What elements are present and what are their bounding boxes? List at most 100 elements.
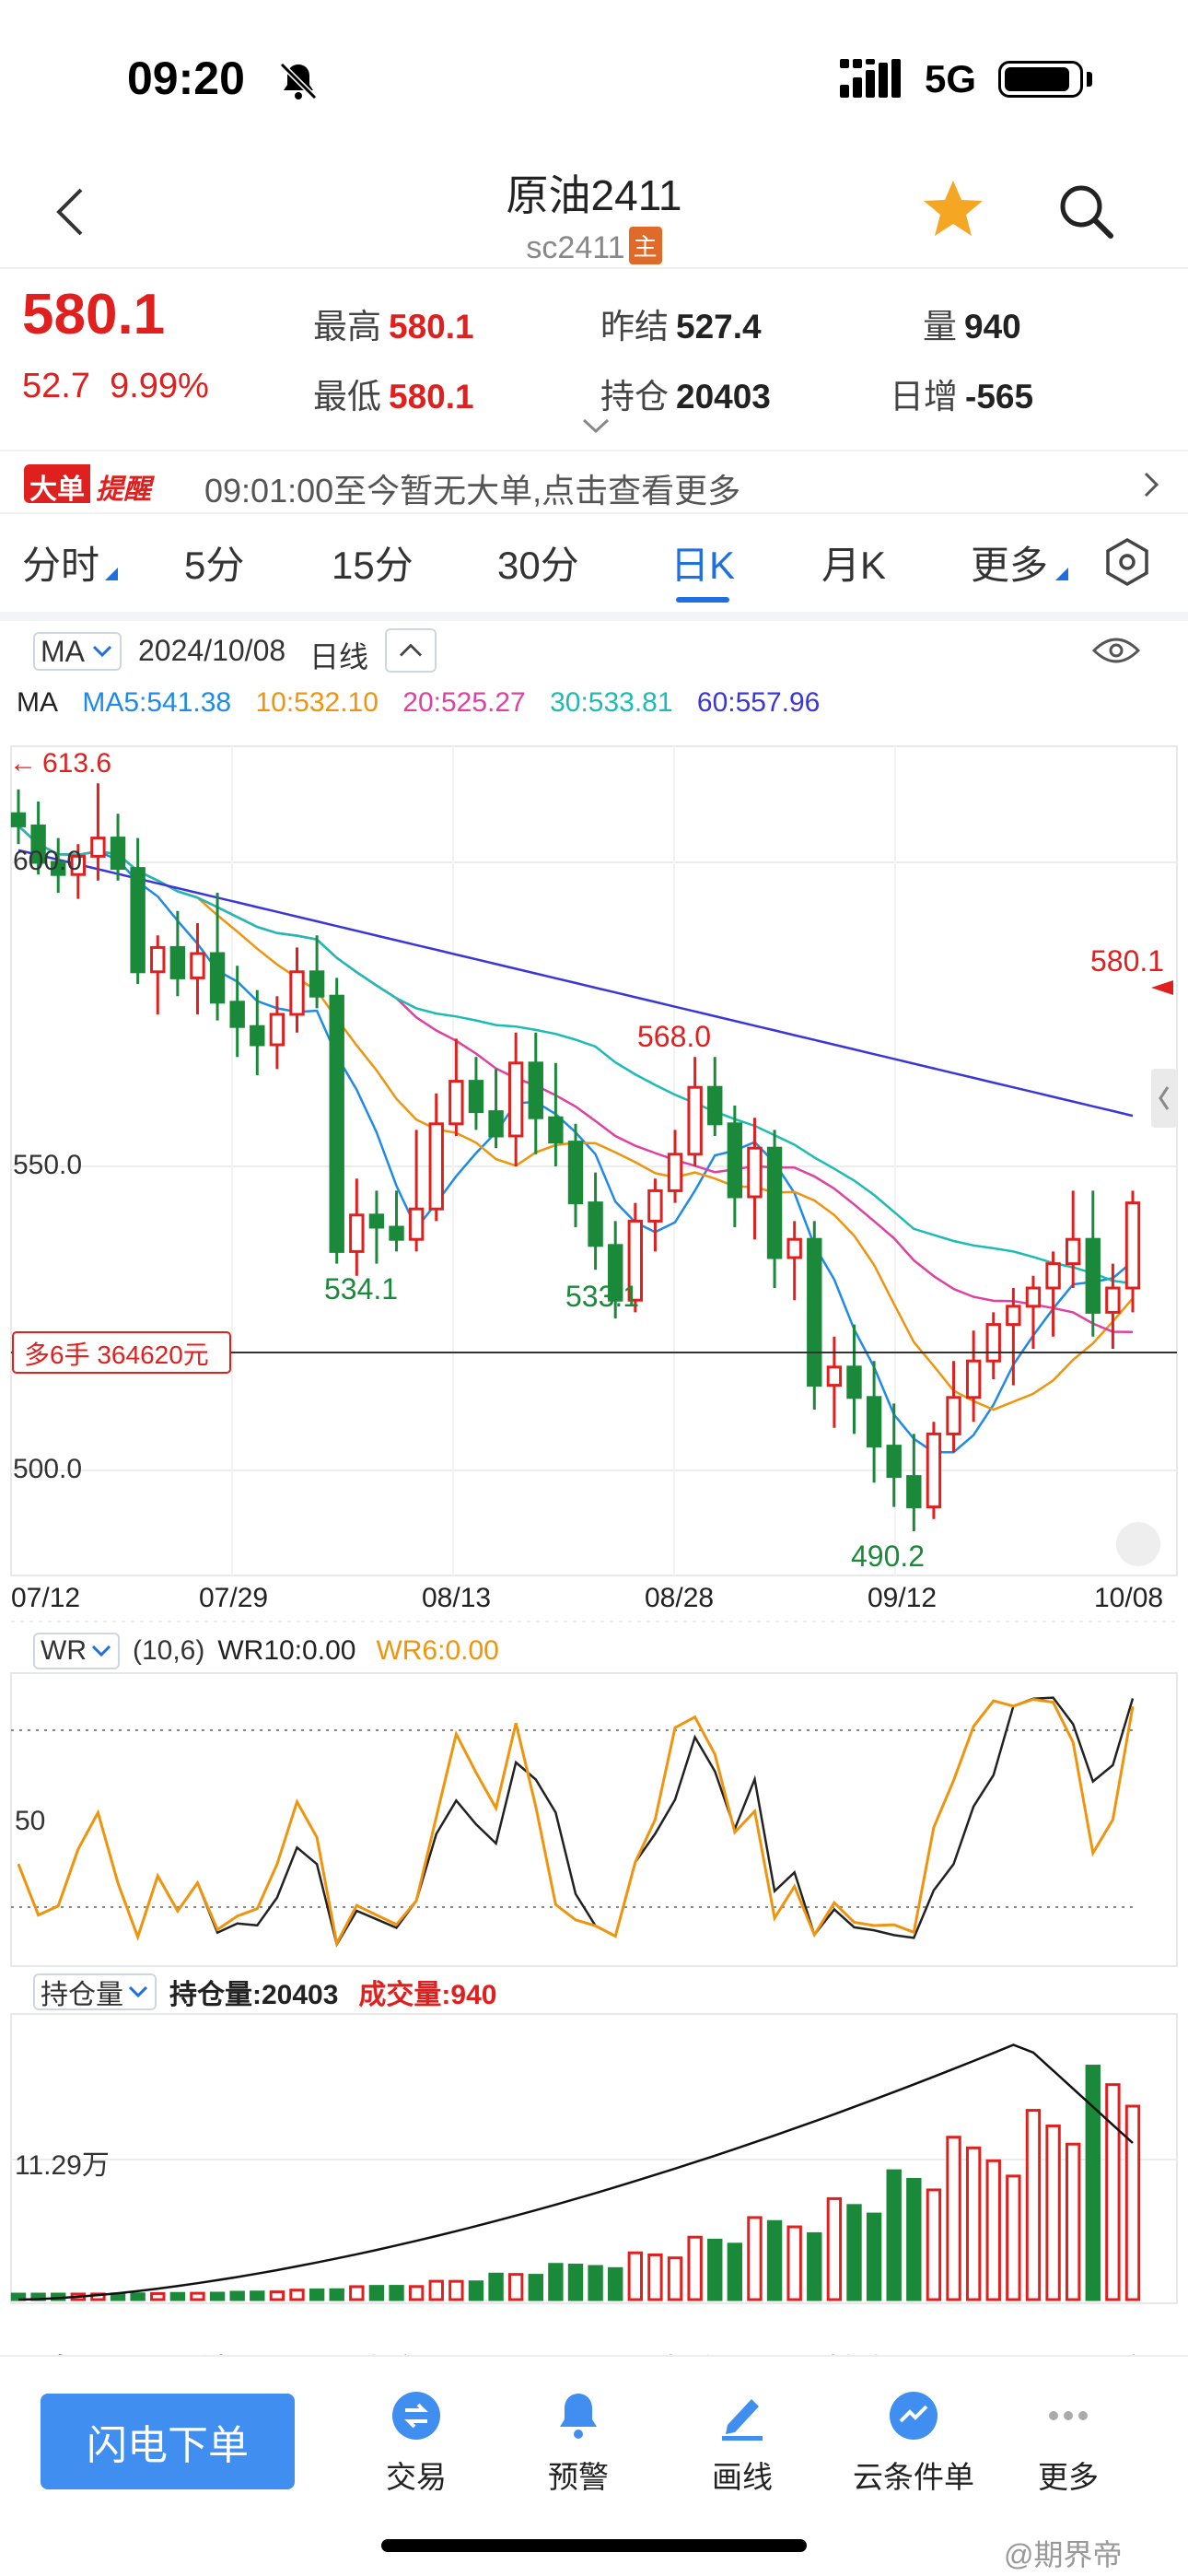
candle [169,945,186,979]
bottom-more[interactable]: 更多 [1004,2388,1133,2497]
notice-badge-a: 大单 [24,464,90,505]
candle [448,1080,464,1126]
volume-bar [190,2291,205,2301]
volume-bar [468,2280,484,2301]
wr-params: (10,6) [132,1635,205,1666]
volume-value: 940 [964,308,1021,345]
tab-5min[interactable]: 5分 [184,544,245,587]
star-icon[interactable] [921,177,985,241]
candle [965,1359,982,1399]
volume-bar [667,2256,683,2301]
candle [130,867,146,974]
vol-value: 成交量:940 [358,1980,497,2010]
eye-icon[interactable] [1092,634,1140,667]
volume-bar [448,2279,464,2301]
bottom-draw[interactable]: 画线 [678,2388,807,2497]
change-percent: 9.99% [110,367,209,405]
back-chevron-icon[interactable] [48,184,94,240]
volume-bar [965,2146,982,2301]
ma20-value: 20:525.27 [402,687,526,718]
search-icon[interactable] [1055,181,1116,241]
volume-bar [1105,2083,1121,2301]
volume-bar [926,2188,942,2301]
oi-legend: 持仓量 持仓量:20403 成交量:940 [33,1973,496,2010]
volume-bar [866,2212,882,2301]
candle [269,1013,285,1047]
candle [1065,1237,1081,1266]
wr6-line [17,1697,1135,1948]
candle [428,1122,444,1211]
tab-15min[interactable]: 15分 [332,544,413,587]
chevron-down-icon[interactable] [580,416,611,435]
bell-icon [560,2394,597,2439]
x-tick-0912: 09/12 [868,1583,937,1613]
volume-bar [389,2285,404,2301]
volume-bar [507,2273,524,2301]
wr10-value: WR10:0.00 [217,1635,356,1666]
candlestick-chart[interactable]: 多6手 364620元 600.0 550.0 500.0 ← 613.6 58… [0,719,1188,2322]
wr-indicator-select[interactable]: WR [33,1633,120,1669]
candle [548,1116,564,1144]
volume-bar [209,2291,226,2301]
wr-legend: WR (10,6) WR10:0.00 WR6:0.00 [33,1633,499,1669]
tab-more[interactable]: 更多 [971,544,1049,587]
candle [10,812,27,827]
high-item: 最高 580.1 [313,299,474,348]
ma-legend: MA MA5:541.38 10:532.10 20:525.27 30:533… [17,687,836,719]
oi-select-label: 持仓量 [41,1980,123,2010]
oi-indicator-select[interactable]: 持仓量 [33,1973,157,2010]
notice-badge: 大单 提醒 [24,464,157,505]
tab-daily-k[interactable]: 日K [670,544,736,587]
volume-bar [886,2169,902,2301]
wr-select-label: WR [41,1635,87,1666]
cloud-order-icon [890,2392,938,2440]
bell-slash-icon [279,62,318,100]
settings-hexagon-icon[interactable] [1101,536,1153,588]
status-time: 09:20 [127,53,245,104]
candle [1105,1286,1121,1314]
volume-bar [627,2251,644,2301]
candle [866,1396,882,1448]
bottom-alert[interactable]: 预警 [514,2388,643,2497]
watermark: @期界帝 [1004,2538,1123,2571]
chart-toolbar: MA 2024/10/08 日线 [0,621,1188,680]
candle [926,1432,942,1509]
main-contract-badge: 主 [628,227,662,264]
volume-bar [488,2272,504,2301]
collapse-button[interactable] [385,628,437,673]
bottom-cloud-order[interactable]: 云条件单 [840,2388,987,2497]
bottom-alert-label: 预警 [548,2460,609,2494]
volume-bar [906,2177,922,2301]
tab-30min[interactable]: 30分 [497,544,579,587]
volume-bar [1045,2124,1061,2301]
y-tick-600: 600.0 [13,846,82,876]
candle [846,1365,862,1399]
bottom-trade[interactable]: 交易 [352,2388,481,2497]
volume-bar [269,2290,285,2301]
volume-bar [1085,2065,1101,2301]
tab-monthly-k[interactable]: 月K [821,544,887,587]
candle [289,970,305,1016]
contract-code: sc2411 主 [0,227,1188,266]
big-order-notice[interactable]: 大单 提醒 09:01:00至今暂无大单,点击查看更多 [0,450,1188,514]
tab-intraday[interactable]: 分时 [22,544,100,587]
open-interest-line [17,2043,1134,2301]
candle [985,1323,1001,1363]
candle [488,1110,504,1138]
last-price-pointer [1151,980,1173,995]
candle [349,1213,365,1253]
signal-icon [840,59,901,98]
candle [190,952,205,979]
volume-bar [567,2264,584,2301]
candle [1085,1237,1101,1314]
fullscreen-button[interactable] [1116,1522,1160,1566]
candle [1045,1262,1061,1290]
x-tick-0712: 07/12 [11,1583,80,1613]
low-label: 最低 [313,378,381,416]
flash-order-button[interactable]: 闪电下单 [41,2394,295,2489]
svg-text:←: ← [9,748,37,779]
side-drawer-handle[interactable] [1151,1069,1177,1128]
volume-label: 量 [923,308,957,345]
bottom-cloud-order-label: 云条件单 [853,2460,974,2494]
indicator-select[interactable]: MA [33,632,122,671]
